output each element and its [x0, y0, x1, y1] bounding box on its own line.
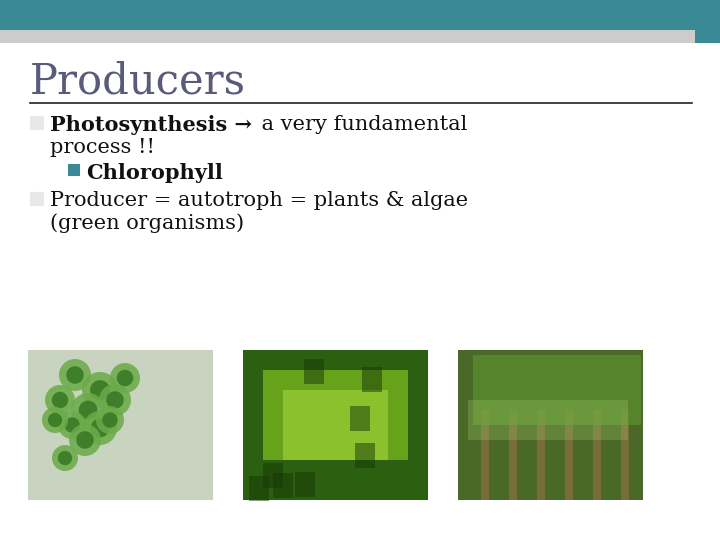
Circle shape [76, 431, 94, 449]
Bar [481, 410, 489, 500]
Circle shape [83, 411, 117, 445]
Circle shape [58, 451, 72, 465]
Bar [295, 472, 315, 497]
Circle shape [110, 363, 140, 393]
Text: Producers: Producers [30, 60, 246, 102]
Bar [468, 400, 628, 440]
Circle shape [96, 406, 124, 434]
Circle shape [91, 418, 109, 437]
Bar [0, 30, 695, 43]
Bar [28, 350, 213, 500]
Bar [613, 355, 641, 425]
Bar [473, 355, 501, 425]
Text: a very fundamental: a very fundamental [255, 115, 467, 134]
Bar [509, 410, 517, 500]
Bar [355, 443, 375, 468]
Bar [585, 355, 613, 425]
Circle shape [59, 359, 91, 391]
Circle shape [90, 380, 110, 400]
Bar [243, 350, 428, 500]
Text: Producer = autotroph = plants & algae: Producer = autotroph = plants & algae [50, 191, 468, 210]
Bar [263, 370, 408, 460]
Bar [695, 30, 720, 43]
Circle shape [69, 424, 101, 456]
Bar [283, 390, 388, 460]
Bar [695, 0, 720, 30]
Bar [68, 164, 80, 176]
Bar [30, 192, 43, 205]
Circle shape [52, 392, 68, 408]
Circle shape [99, 384, 131, 416]
Circle shape [82, 372, 118, 408]
Circle shape [102, 413, 117, 428]
Circle shape [48, 413, 62, 427]
Text: Chlorophyll: Chlorophyll [86, 163, 223, 183]
Circle shape [117, 370, 133, 386]
Circle shape [45, 385, 75, 415]
Bar [273, 473, 293, 498]
Circle shape [107, 391, 124, 409]
Text: (green organisms): (green organisms) [50, 213, 244, 233]
Bar [593, 410, 601, 500]
Bar [30, 116, 43, 129]
Bar [537, 410, 545, 500]
Circle shape [52, 445, 78, 471]
Bar [529, 355, 557, 425]
Circle shape [58, 411, 86, 439]
Bar [362, 367, 382, 392]
Bar [557, 355, 585, 425]
Bar [263, 463, 283, 488]
Text: process !!: process !! [50, 138, 155, 157]
Bar [501, 355, 529, 425]
Circle shape [78, 401, 97, 420]
Circle shape [71, 393, 105, 427]
Circle shape [66, 366, 84, 384]
Bar [249, 476, 269, 501]
Bar [565, 410, 573, 500]
Circle shape [42, 407, 68, 433]
Bar [0, 0, 695, 30]
Bar [621, 410, 629, 500]
Bar [304, 359, 324, 384]
Bar [350, 406, 370, 431]
Bar [458, 350, 643, 500]
Circle shape [64, 417, 80, 433]
Text: Photosynthesis →: Photosynthesis → [50, 115, 252, 135]
